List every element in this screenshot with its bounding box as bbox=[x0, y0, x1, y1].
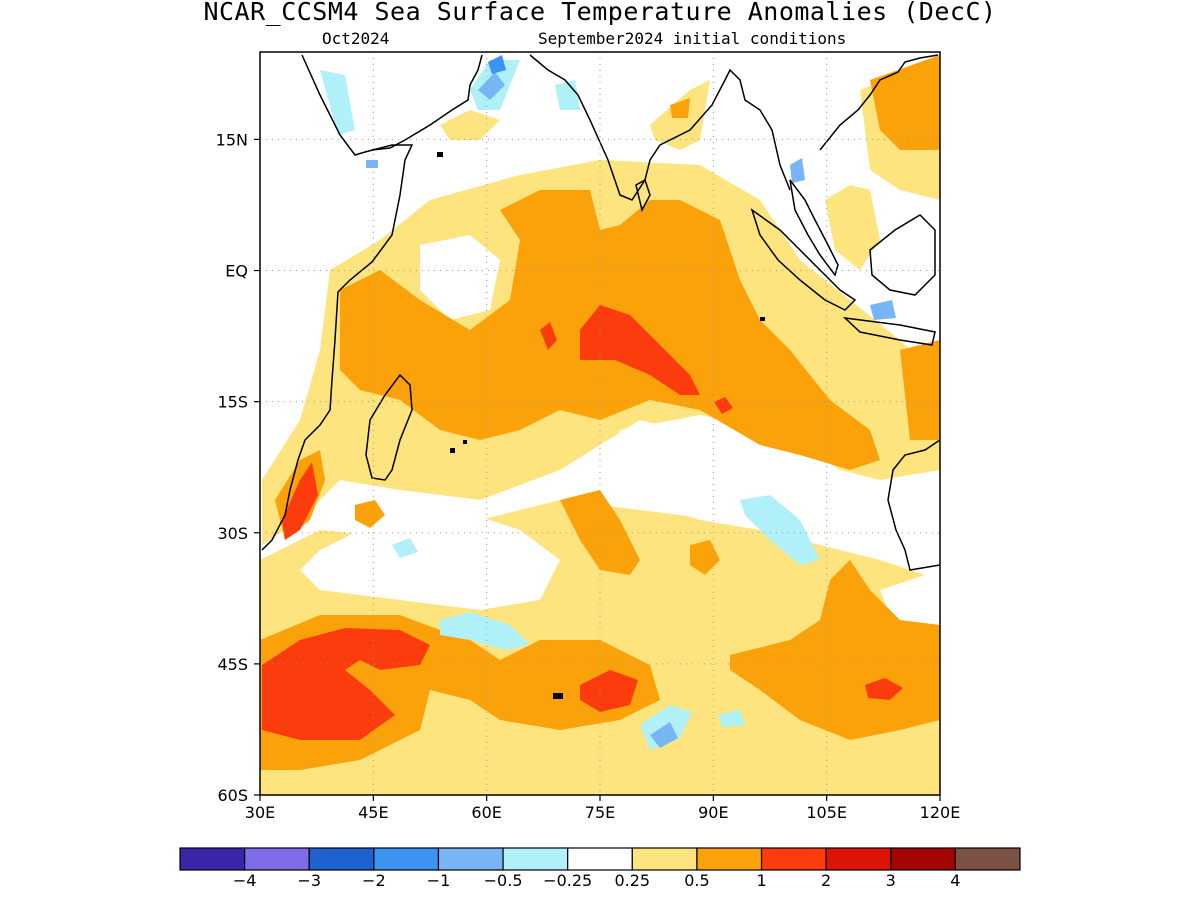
lat-tick-label: 30S bbox=[217, 524, 248, 543]
lat-tick-label: 15N bbox=[216, 130, 248, 149]
chagos-island bbox=[760, 317, 765, 321]
arabia-coastline bbox=[371, 54, 483, 151]
map-title: NCAR_CCSM4 Sea Surface Temperature Anoma… bbox=[203, 0, 997, 26]
anomaly-neg0.25-southern-3 bbox=[740, 495, 820, 565]
small-islands bbox=[437, 152, 765, 699]
colorbar-swatch bbox=[760, 847, 827, 871]
lon-tick-label: 90E bbox=[698, 803, 728, 822]
forecast-month: Oct2024 bbox=[322, 29, 390, 48]
lat-tick-label: EQ bbox=[225, 262, 248, 281]
anomaly-2-south-central bbox=[580, 670, 638, 712]
socotra-island bbox=[437, 152, 443, 157]
colorbar-label: 0.5 bbox=[684, 871, 709, 890]
kerguelen-island bbox=[553, 693, 563, 699]
anomaly-1-sumatra-west bbox=[900, 340, 940, 440]
india-coastline bbox=[529, 54, 791, 201]
colorbar-swatch bbox=[502, 847, 569, 871]
anomaly-shading bbox=[260, 55, 940, 795]
axis-labels: 30E 45E 60E 75E 90E 105E 120E 15N EQ 15S 30S 45S 60S bbox=[216, 130, 961, 822]
anomaly-neg0.25-southern-1 bbox=[440, 612, 530, 650]
anomaly-2-mozambique bbox=[282, 462, 318, 540]
sumatra-coastline bbox=[750, 208, 857, 311]
colorbar-swatch bbox=[954, 847, 1021, 871]
initial-conditions: September2024 initial conditions bbox=[538, 29, 847, 48]
colorbar-swatch bbox=[825, 847, 892, 871]
colorbar-swatch bbox=[696, 847, 763, 871]
lat-tick-label: 45S bbox=[217, 655, 248, 674]
coastlines bbox=[261, 54, 940, 571]
anomaly-1-small-west bbox=[355, 500, 385, 528]
anomaly-1-arabian bbox=[670, 98, 690, 118]
sri-lanka-coastline bbox=[635, 178, 651, 213]
lon-tick-label: 30E bbox=[245, 803, 275, 822]
anomaly-neutral-equatorial-west bbox=[420, 235, 500, 320]
anomaly-2-equatorial-west bbox=[540, 322, 557, 350]
colorbar-label: −2 bbox=[362, 871, 386, 890]
anomaly-neg0.5-java bbox=[870, 300, 896, 320]
colorbar-label: 2 bbox=[821, 871, 831, 890]
colorbar-label: 4 bbox=[950, 871, 960, 890]
colorbar-label: −0.25 bbox=[543, 871, 592, 890]
colorbar-label: 0.25 bbox=[614, 871, 650, 890]
anomaly-neutral-southwest bbox=[300, 510, 560, 610]
mauritius-island bbox=[450, 448, 455, 453]
java-coastline bbox=[842, 316, 936, 346]
anomaly-neg0.5-southern bbox=[650, 722, 678, 748]
colorbar-label: 3 bbox=[886, 871, 896, 890]
lon-tick-label: 75E bbox=[585, 803, 615, 822]
colorbar-swatch bbox=[890, 847, 956, 871]
colorbar-swatch bbox=[308, 847, 375, 871]
lon-tick-label: 120E bbox=[920, 803, 961, 822]
colorbar-swatch bbox=[437, 847, 504, 871]
colorbar-swatch bbox=[179, 847, 246, 871]
anomaly-neg1-arabian bbox=[488, 55, 506, 74]
colorbar: −4 −3 −2 −1 −0.5 −0.25 0.25 0.5 1 2 3 4 bbox=[179, 847, 1021, 890]
madagascar-coastline bbox=[365, 373, 413, 481]
colorbar-swatch bbox=[567, 847, 633, 871]
anomaly-neg0.5-andaman bbox=[790, 158, 805, 183]
anomaly-neg0.5-red-sea bbox=[366, 160, 378, 168]
colorbar-label: 1 bbox=[756, 871, 766, 890]
colorbar-swatch bbox=[631, 847, 698, 871]
borneo-coastline bbox=[869, 214, 936, 296]
colorbar-label: −4 bbox=[233, 871, 257, 890]
malay-coastline bbox=[789, 179, 839, 277]
anomaly-neg0.25-bay bbox=[555, 80, 580, 110]
anomaly-1-subtropical-blob bbox=[690, 540, 720, 575]
australia-coastline bbox=[887, 439, 940, 571]
colorbar-label: −0.5 bbox=[484, 871, 523, 890]
anomaly-1-west-pacific bbox=[870, 55, 940, 150]
indochina-coastline bbox=[819, 54, 939, 151]
lon-tick-label: 60E bbox=[471, 803, 501, 822]
lon-tick-label: 45E bbox=[358, 803, 388, 822]
reunion-island bbox=[463, 440, 467, 444]
colorbar-label: −3 bbox=[297, 871, 321, 890]
anomaly-2-spot bbox=[714, 397, 733, 414]
colorbar-swatch bbox=[373, 847, 440, 871]
anomaly-2-southeast bbox=[865, 678, 903, 700]
anomaly-neg0.25-red-sea bbox=[320, 70, 355, 135]
lat-tick-label: 15S bbox=[217, 393, 248, 412]
colorbar-label: −1 bbox=[427, 871, 451, 890]
colorbar-swatch bbox=[244, 847, 310, 871]
anomaly-2-southwest bbox=[262, 628, 430, 740]
africa-coastline bbox=[261, 54, 414, 551]
anomaly-0.5-arabian-sea bbox=[440, 110, 500, 140]
anomaly-neg0.5-arabian bbox=[478, 72, 505, 100]
lat-tick-label: 60S bbox=[217, 786, 248, 805]
anomaly-2-central bbox=[580, 305, 700, 395]
anomaly-0.5-south-china-sea bbox=[825, 185, 880, 270]
anomaly-neg0.25-southern-4 bbox=[392, 538, 418, 558]
lon-tick-label: 105E bbox=[806, 803, 847, 822]
anomaly-neg0.25-southern-5 bbox=[718, 710, 745, 727]
